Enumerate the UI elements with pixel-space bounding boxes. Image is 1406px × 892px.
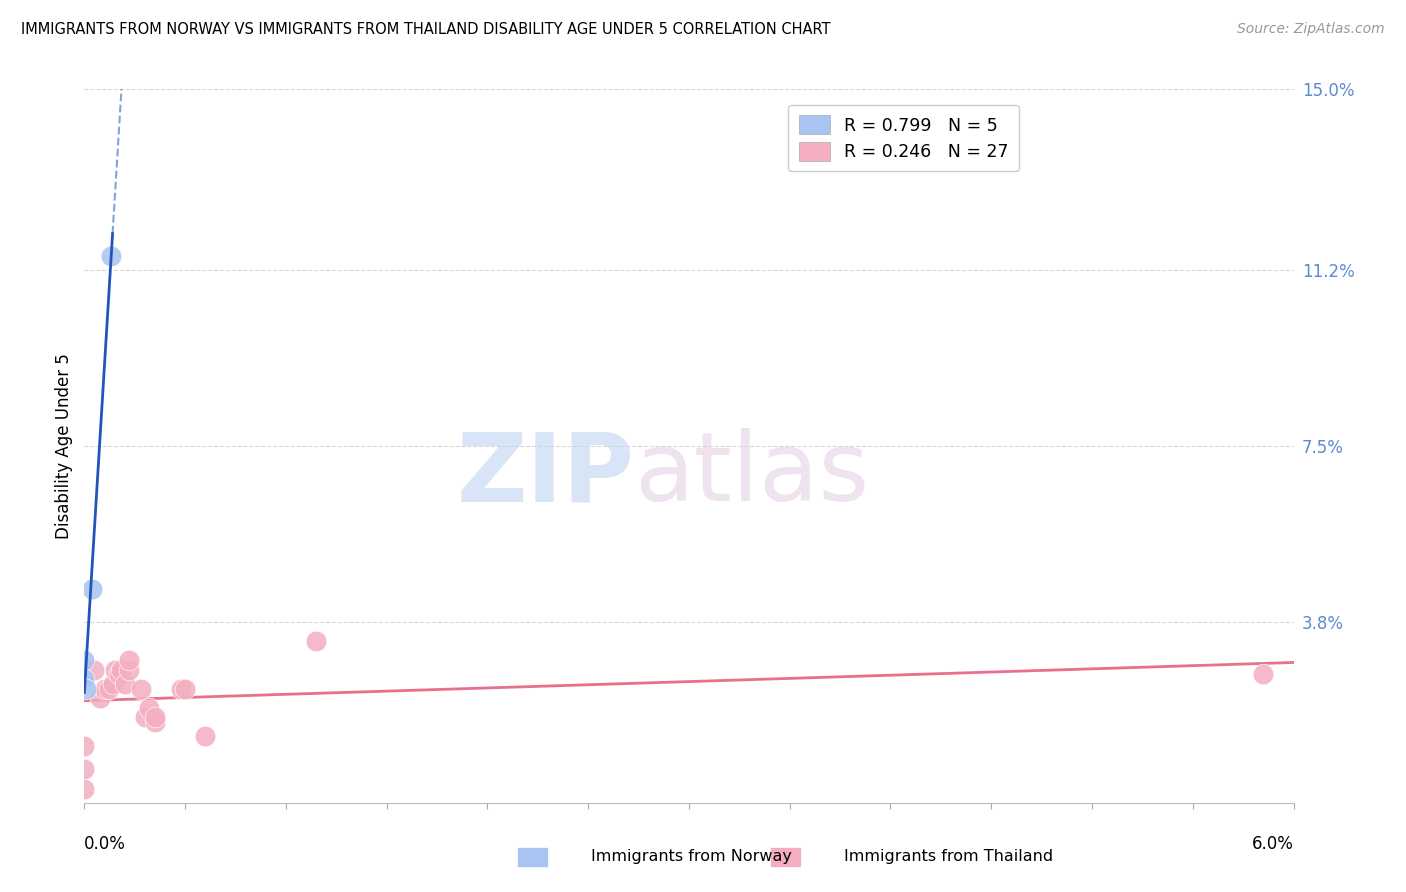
Point <box>73 653 96 667</box>
Point <box>143 710 166 724</box>
Point <box>104 663 127 677</box>
Point <box>107 667 129 681</box>
Text: Immigrants from Norway: Immigrants from Norway <box>591 849 792 863</box>
Point <box>89 691 111 706</box>
Legend: R = 0.799   N = 5, R = 0.246   N = 27: R = 0.799 N = 5, R = 0.246 N = 27 <box>789 105 1019 171</box>
Point <box>73 763 96 777</box>
Point <box>129 681 152 696</box>
Point <box>73 739 96 753</box>
Text: Source: ZipAtlas.com: Source: ZipAtlas.com <box>1237 22 1385 37</box>
Point <box>138 700 160 714</box>
Point <box>73 672 96 686</box>
Point <box>118 653 141 667</box>
Text: 0.0%: 0.0% <box>84 835 127 853</box>
Point <box>114 677 136 691</box>
Point <box>1251 667 1274 681</box>
Point <box>305 634 328 648</box>
Point <box>100 249 122 263</box>
Point <box>75 681 97 696</box>
Point <box>97 681 120 696</box>
Point <box>82 582 104 596</box>
Y-axis label: Disability Age Under 5: Disability Age Under 5 <box>55 353 73 539</box>
Point <box>73 781 96 796</box>
Text: IMMIGRANTS FROM NORWAY VS IMMIGRANTS FROM THAILAND DISABILITY AGE UNDER 5 CORREL: IMMIGRANTS FROM NORWAY VS IMMIGRANTS FRO… <box>21 22 831 37</box>
Text: atlas: atlas <box>634 428 870 521</box>
Text: ZIP: ZIP <box>457 428 634 521</box>
Point <box>101 677 124 691</box>
Point <box>134 710 156 724</box>
Point <box>118 663 141 677</box>
Text: Immigrants from Thailand: Immigrants from Thailand <box>844 849 1053 863</box>
Point <box>174 681 197 696</box>
Point <box>143 714 166 729</box>
Point <box>110 663 132 677</box>
Point <box>83 663 105 677</box>
Point <box>93 681 115 696</box>
Point <box>194 729 217 743</box>
Point <box>170 681 193 696</box>
Text: 6.0%: 6.0% <box>1251 835 1294 853</box>
